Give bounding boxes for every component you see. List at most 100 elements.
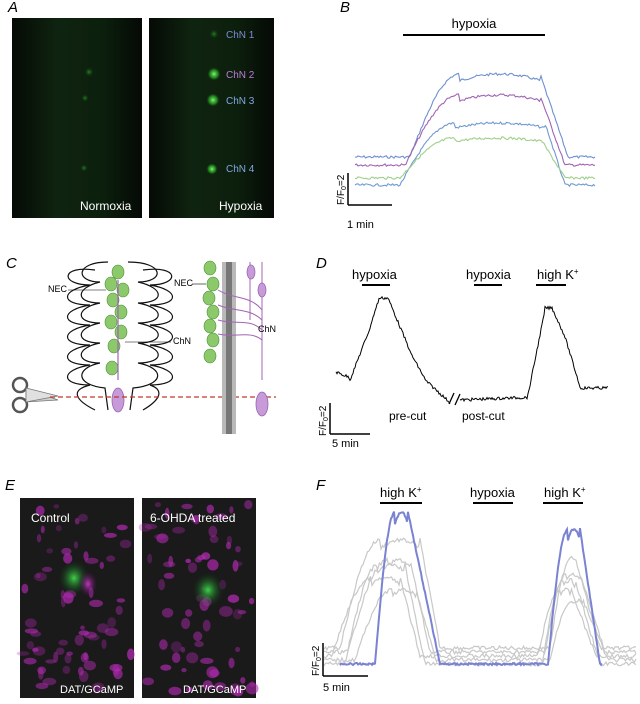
- f-gray-trace: [323, 556, 637, 656]
- normoxia-spot: [80, 164, 88, 172]
- scale-y-label-f: F/F0=2: [311, 645, 323, 676]
- d-label-hypoxia-1: hypoxia: [352, 267, 398, 282]
- magenta-speckle: [66, 651, 73, 656]
- chn1-label: ChN 1: [226, 30, 255, 41]
- scale-x-label-f: 5 min: [323, 682, 350, 694]
- magenta-speckle: [115, 605, 123, 616]
- magenta-speckle: [181, 503, 193, 510]
- magenta-speckle: [142, 677, 155, 686]
- magenta-speckle: [30, 631, 42, 637]
- d-trace-precut: [335, 295, 451, 404]
- chn3-spot: [206, 93, 220, 107]
- chn-fibers-right: [217, 262, 263, 380]
- trace-chn2: [354, 93, 596, 167]
- magenta-speckle: [58, 639, 68, 646]
- f-gray-traces: [323, 537, 637, 668]
- chn2-label: ChN 2: [226, 70, 255, 81]
- magenta-speckle: [104, 627, 119, 637]
- scale-y-label-d: F/F0=2: [318, 405, 330, 436]
- chn-soma-right: [246, 264, 269, 417]
- nec-label-left: NEC: [48, 284, 68, 294]
- magenta-speckle: [35, 505, 45, 516]
- magenta-speckle: [154, 502, 161, 508]
- post-cut-label: post-cut: [462, 409, 505, 423]
- magenta-speckle: [158, 579, 166, 591]
- magenta-speckle: [99, 561, 105, 570]
- magenta-speckle: [232, 560, 239, 572]
- magenta-speckle: [159, 639, 168, 650]
- magenta-speckle: [74, 517, 80, 525]
- magenta-speckle: [237, 610, 247, 615]
- magenta-speckle: [91, 682, 105, 692]
- magenta-speckle: [104, 532, 117, 538]
- magenta-speckle: [190, 515, 199, 523]
- panel-letter-b: B: [340, 0, 350, 16]
- magenta-speckle: [207, 559, 219, 571]
- magenta-speckle: [226, 541, 232, 550]
- gill-outline-left-outer: [67, 268, 96, 411]
- magenta-speckle: [187, 562, 198, 573]
- magenta-speckle: [245, 682, 259, 695]
- magenta-speckle: [113, 668, 123, 680]
- magenta-speckle: [83, 551, 89, 561]
- magenta-speckle: [106, 555, 116, 562]
- magenta-speckle: [164, 507, 170, 519]
- magenta-speckle: [73, 541, 79, 549]
- scale-x-label-b: 1 min: [347, 219, 374, 231]
- magenta-speckle: [116, 524, 128, 531]
- magenta-speckle: [36, 534, 42, 543]
- panel-letter-d: D: [316, 255, 327, 272]
- f-gray-trace: [323, 587, 637, 664]
- gill-arch-core: [226, 262, 232, 434]
- scissors-icon: [11, 376, 59, 414]
- magenta-speckle: [23, 657, 37, 665]
- trace-chn1: [354, 72, 596, 160]
- magenta-speckle: [60, 590, 65, 599]
- magenta-speckle: [32, 646, 46, 656]
- magenta-speckle: [24, 628, 39, 634]
- magenta-speckle: [202, 680, 213, 690]
- magenta-speckle: [26, 641, 35, 650]
- magenta-speckle: [101, 526, 107, 534]
- trace-chn3: [354, 121, 596, 188]
- control-title: Control: [31, 511, 70, 525]
- magenta-speckle: [172, 652, 181, 663]
- pre-cut-label: pre-cut: [389, 409, 427, 423]
- magenta-speckle: [235, 646, 241, 653]
- magenta-speckle: [16, 651, 30, 656]
- magenta-speckle: [168, 686, 182, 696]
- magenta-speckle: [41, 566, 53, 573]
- nec-label-right: NEC: [174, 278, 194, 288]
- magenta-speckle: [55, 525, 62, 532]
- magenta-speckles-control: [16, 504, 135, 693]
- magenta-speckle: [78, 670, 89, 683]
- f-gray-trace: [323, 562, 637, 668]
- normoxia-caption: Normoxia: [80, 199, 132, 213]
- gill-outline-left: [80, 261, 109, 411]
- f-gray-trace: [323, 537, 637, 652]
- panel-letter-a: A: [7, 0, 18, 16]
- f-label-highk-1: high K+: [380, 485, 422, 500]
- control-caption: DAT/GCaMP: [60, 684, 123, 696]
- gill-outline-right-outer: [142, 268, 173, 411]
- magenta-speckle: [56, 647, 65, 655]
- magenta-speckle: [32, 647, 39, 652]
- magenta-speckle: [206, 504, 214, 514]
- hypoxia-image: [149, 18, 274, 218]
- dat-cell-control: [78, 570, 98, 598]
- magenta-speckle: [156, 533, 169, 544]
- magenta-speckle: [127, 648, 135, 661]
- magenta-speckle: [161, 608, 174, 618]
- magenta-speckle: [206, 666, 219, 679]
- magenta-speckle: [97, 686, 102, 693]
- normoxia-image: [12, 18, 142, 218]
- magenta-speckle: [107, 617, 116, 628]
- magenta-speckle: [83, 631, 97, 639]
- magenta-speckle: [144, 523, 158, 530]
- magenta-speckle: [21, 583, 29, 594]
- magenta-speckle: [60, 595, 66, 608]
- magenta-speckle: [229, 506, 234, 514]
- magenta-speckle: [186, 652, 199, 664]
- trace-chn4: [354, 136, 596, 181]
